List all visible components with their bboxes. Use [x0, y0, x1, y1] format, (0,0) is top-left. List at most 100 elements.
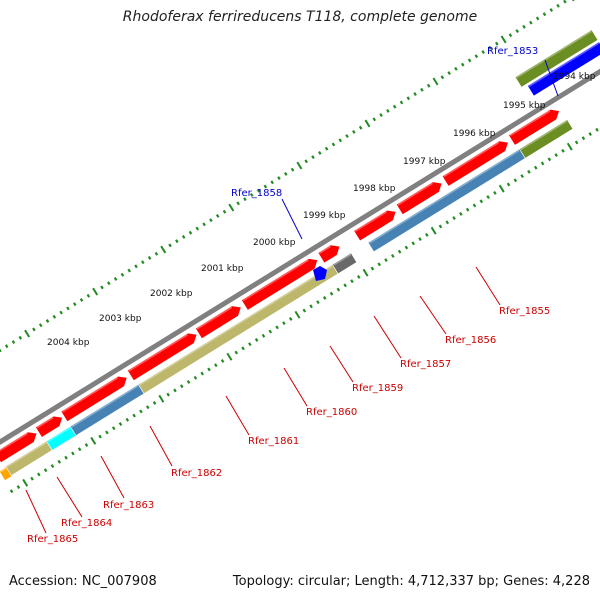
gene-label-rfer-1859: Rfer_1859	[352, 383, 403, 394]
backbone-line	[0, 68, 600, 445]
outer-tick	[277, 176, 281, 181]
cds-rfer-1864-upper	[35, 415, 63, 438]
inner-tick	[540, 161, 545, 166]
gene-label-rfer-1858: Rfer_1858	[231, 188, 282, 199]
inner-tick	[71, 451, 75, 456]
inner-tick	[547, 157, 552, 162]
inner-tick	[180, 384, 184, 389]
leader-rfer-1857	[373, 315, 402, 359]
kbp-label: 2004 kbp	[47, 338, 90, 348]
outer-tick	[515, 29, 519, 33]
outer-tick	[147, 256, 152, 260]
outer-tick	[243, 197, 247, 202]
outer-tick	[256, 188, 261, 193]
inner-tick	[90, 436, 97, 445]
cds-rfer-1856b-upper-shade	[443, 141, 500, 178]
inner-tick	[37, 472, 41, 477]
cds-rfer-1865	[0, 431, 38, 464]
inner-tick	[186, 380, 191, 384]
outer-tick	[460, 62, 465, 67]
inner-tick	[498, 184, 505, 193]
inner-tick	[200, 371, 204, 376]
inner-tick	[152, 401, 157, 405]
inner-tick	[261, 333, 266, 338]
inner-tick	[30, 476, 34, 481]
outer-tick	[508, 33, 513, 38]
inner-tick	[377, 262, 381, 267]
cds-rfer-1864-lower-shade	[47, 426, 71, 443]
cds-rfer-1856-lower-shade	[368, 149, 520, 244]
leader-rfer-1862	[149, 425, 173, 467]
outer-tick	[529, 20, 533, 25]
gene-label-rfer-1857: Rfer_1857	[400, 359, 451, 370]
outer-tick	[324, 146, 329, 151]
inner-tick	[84, 443, 89, 447]
inner-tick	[98, 434, 102, 439]
inner-tick	[282, 321, 286, 326]
outer-tick	[263, 184, 268, 189]
outer-tick	[141, 260, 145, 265]
cds-rfer-1859-upper	[317, 244, 341, 264]
inner-tick	[329, 291, 334, 296]
inner-tick	[309, 304, 313, 309]
outer-tick	[542, 12, 547, 17]
inner-tick	[16, 485, 21, 489]
outer-tick	[432, 77, 439, 86]
cds-rfer-1863-lower-shade	[71, 384, 139, 428]
inner-tick	[595, 127, 599, 132]
cds-rfer-1855-upper-shade	[509, 109, 551, 137]
outer-tick	[296, 161, 303, 170]
kbp-label: 1997 kbp	[403, 157, 446, 167]
cds-rfer-1855-upper	[508, 108, 560, 146]
gene-label-rfer-1865: Rfer_1865	[27, 534, 78, 545]
outer-tick	[318, 150, 322, 155]
inner-tick	[288, 317, 293, 321]
inner-tick	[391, 253, 395, 258]
outer-tick	[304, 159, 308, 164]
outer-tick	[195, 226, 200, 231]
inner-tick	[268, 329, 273, 334]
outer-tick	[488, 45, 492, 50]
gene-label-rfer-1864: Rfer_1864	[61, 518, 112, 529]
outer-tick	[154, 251, 159, 256]
cds-rfer-1862-upper	[126, 332, 198, 382]
inner-tick	[411, 241, 416, 246]
cds-rfer-1864-upper-shade	[36, 416, 54, 429]
outer-tick	[134, 264, 138, 269]
inner-tick	[486, 195, 490, 200]
outer-tick	[364, 119, 371, 128]
outer-tick	[249, 192, 254, 197]
inner-tick	[193, 375, 198, 380]
inner-tick	[397, 249, 402, 254]
inner-tick	[581, 136, 586, 141]
leader-rfer-1853	[544, 59, 559, 97]
gene-label-rfer-1853: Rfer_1853	[487, 46, 538, 57]
inner-tick	[493, 190, 497, 195]
inner-tick	[566, 142, 573, 151]
cds-rfer-1853-blue	[527, 41, 600, 97]
outer-tick	[66, 306, 70, 311]
outer-tick	[100, 285, 104, 290]
outer-tick	[209, 218, 213, 223]
inner-tick	[465, 207, 470, 212]
inner-tick	[275, 325, 279, 330]
outer-tick	[311, 155, 315, 160]
topology-text: Topology: circular; Length: 4,712,337 bp…	[232, 574, 590, 589]
outer-tick	[283, 171, 288, 176]
leader-rfer-1859	[329, 345, 354, 383]
leader-rfer-1864	[56, 476, 83, 518]
inner-tick	[125, 417, 130, 422]
inner-tick	[588, 132, 592, 136]
kbp-label: 2001 kbp	[201, 264, 244, 274]
cds-rfer-1861-upper-shade	[196, 306, 233, 330]
cds-rfer-1860-upper-shade	[242, 259, 309, 302]
cds-rfer-1855-lower-shade	[520, 120, 568, 151]
cds-rfer-1859-lower-shade	[333, 253, 352, 266]
cds-rfer-1855-lower	[519, 119, 574, 159]
cds-rfer-1863-upper	[60, 375, 128, 423]
inner-tick	[111, 426, 116, 431]
outer-tick	[495, 41, 499, 46]
inner-tick	[459, 211, 463, 216]
outer-tick	[420, 87, 424, 92]
cds-edge-orange	[0, 466, 13, 482]
